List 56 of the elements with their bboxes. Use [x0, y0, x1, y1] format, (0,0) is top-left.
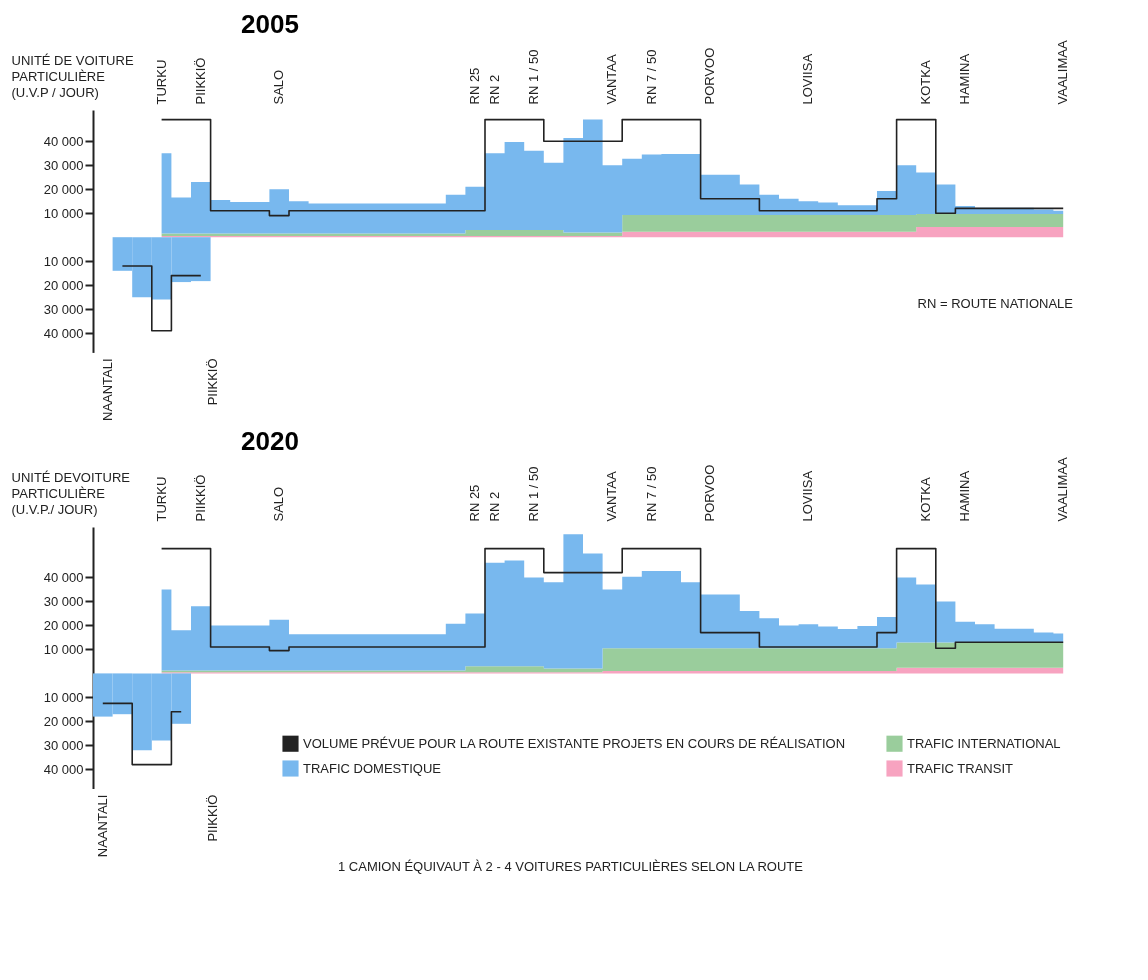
- x-tick-label: PORVOO: [702, 464, 718, 522]
- x-tick-label: RN 7 / 50: [643, 466, 659, 522]
- y-tick-label: 40 000: [43, 325, 84, 341]
- y-tick-label: 20 000: [43, 277, 84, 293]
- x-tick-label: HAMINA: [957, 470, 973, 522]
- x-tick-label: PIIKKIÖ: [192, 474, 208, 522]
- y-tick-label: 30 000: [43, 157, 84, 173]
- legend-label: TRAFIC TRANSIT: [907, 760, 1013, 776]
- x-tick-label: VAALIMAA: [1055, 40, 1071, 105]
- y-tick-label: 40 000: [43, 569, 84, 585]
- x-tick-label: RN 25: [467, 67, 483, 105]
- x-tick-label: VANTAA: [604, 54, 620, 105]
- chart-title: 2005: [241, 8, 299, 39]
- x-tick-label: LOVIISA: [800, 470, 816, 522]
- annotation: RN = ROUTE NATIONALE: [917, 295, 1074, 311]
- legend-label: TRAFIC DOMESTIQUE: [303, 760, 442, 776]
- x-tick-label: VANTAA: [604, 471, 620, 522]
- x-tick-label: PIIKKIÖ: [192, 57, 208, 105]
- x-tick-label: KOTKA: [918, 60, 933, 105]
- x-tick-label: SALO: [271, 69, 287, 105]
- legend-label: VOLUME PRÉVUE POUR LA ROUTE EXISTANTE PROJETS EN COURS DE RÉALISATION: [303, 735, 846, 751]
- y-tick-label: 40 000: [43, 133, 84, 149]
- x-tick-label: TURKU: [153, 59, 169, 105]
- x-tick-label: RN 2: [486, 74, 502, 105]
- x-tick-label: RN 25: [467, 484, 483, 522]
- x-tick-label: RN 7 / 50: [643, 49, 659, 105]
- x-tick-label: VAALIMAA: [1055, 457, 1071, 522]
- y-tick-label: 20 000: [43, 617, 84, 633]
- y-axis-title: UNITÉ DE VOITURE PARTICULIÈRE (U.V.P / JOUR): [11, 52, 134, 100]
- x-tick-label: HAMINA: [957, 53, 973, 105]
- x-tick-label: KOTKA: [918, 477, 933, 522]
- y-tick-label: 40 000: [43, 761, 84, 777]
- y-tick-label: 10 000: [43, 253, 84, 269]
- x-tick-label: LOVIISA: [800, 53, 816, 105]
- x-tick-label: PORVOO: [702, 47, 718, 105]
- text: PIIKKIÖ: [204, 794, 220, 842]
- y-tick-label: 20 000: [43, 181, 84, 197]
- chart-title: 2020: [241, 425, 299, 456]
- x-tick-label: RN 1 / 50: [526, 466, 541, 522]
- y-tick-label: 10 000: [43, 689, 84, 705]
- x-tick-label: TURKU: [153, 476, 169, 522]
- text: PIIKKIÖ: [204, 358, 220, 406]
- y-tick-label: 10 000: [43, 641, 84, 657]
- y-axis-title: UNITÉ DEVOITURE PARTICULIÈRE (U.V.P./ JOUR): [11, 469, 131, 517]
- y-tick-label: 10 000: [43, 205, 84, 221]
- text: 1 CAMION ÉQUIVAUT À 2 - 4 VOITURES PARTICULIÈRES SELON LA ROUTE: [338, 858, 804, 874]
- text: NAANTALI: [99, 358, 115, 422]
- x-tick-label: RN 2: [486, 491, 502, 522]
- x-tick-label: RN 1 / 50: [526, 49, 541, 105]
- y-tick-label: 30 000: [43, 301, 84, 317]
- legend-label: TRAFIC INTERNATIONAL: [907, 735, 1061, 751]
- y-tick-label: 30 000: [43, 737, 84, 753]
- y-tick-label: 20 000: [43, 713, 84, 729]
- x-tick-label: SALO: [271, 486, 287, 522]
- text: NAANTALI: [94, 794, 110, 858]
- y-tick-label: 30 000: [43, 593, 84, 609]
